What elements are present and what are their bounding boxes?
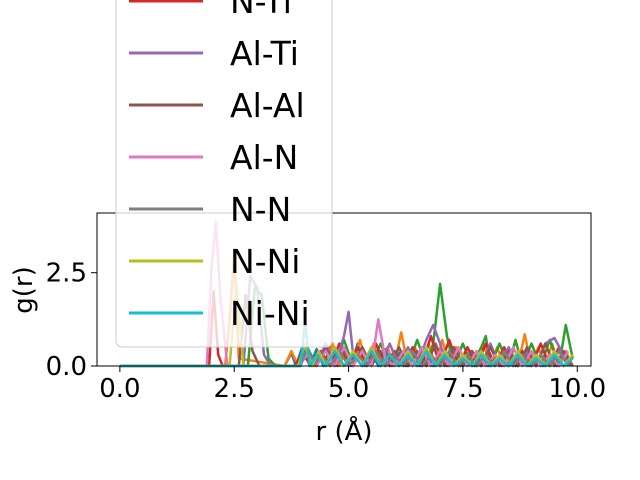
legend-label-n-n: N-N bbox=[230, 190, 291, 229]
x-tick-label: 10.0 bbox=[548, 374, 606, 404]
legend-label-al-ti: Al-Ti bbox=[230, 34, 299, 73]
x-axis-label: r (Å) bbox=[315, 415, 372, 447]
legend-label-al-n: Al-N bbox=[230, 138, 298, 177]
plot-frame bbox=[96, 212, 592, 367]
y-axis-label: g(r) bbox=[9, 266, 39, 313]
y-tick-label: 2.5 bbox=[46, 259, 87, 289]
x-tick-label: 2.5 bbox=[214, 374, 255, 404]
ticks-layer: 0.0 2.5 5.0 7.5 10.0 0.0 2.5 bbox=[46, 259, 607, 404]
legend-items: N-Ti Al-Ti Al-Al Al-N N-N N-Ni Ni-Ni bbox=[129, 0, 310, 333]
x-tick-label: 0.0 bbox=[99, 374, 140, 404]
legend-label-n-ti: N-Ti bbox=[230, 0, 292, 21]
x-tick-label: 5.0 bbox=[328, 374, 369, 404]
series-line-ni-ni bbox=[119, 319, 574, 368]
legend-label-al-al: Al-Al bbox=[230, 86, 305, 125]
y-tick-label: 0.0 bbox=[46, 352, 87, 382]
legend: N-Ti Al-Ti Al-Al Al-N N-N N-Ni Ni-Ni bbox=[115, 0, 333, 348]
legend-label-ni-ni: Ni-Ni bbox=[230, 294, 310, 333]
x-tick-label: 7.5 bbox=[442, 374, 483, 404]
legend-label-n-ni: N-Ni bbox=[230, 242, 300, 281]
